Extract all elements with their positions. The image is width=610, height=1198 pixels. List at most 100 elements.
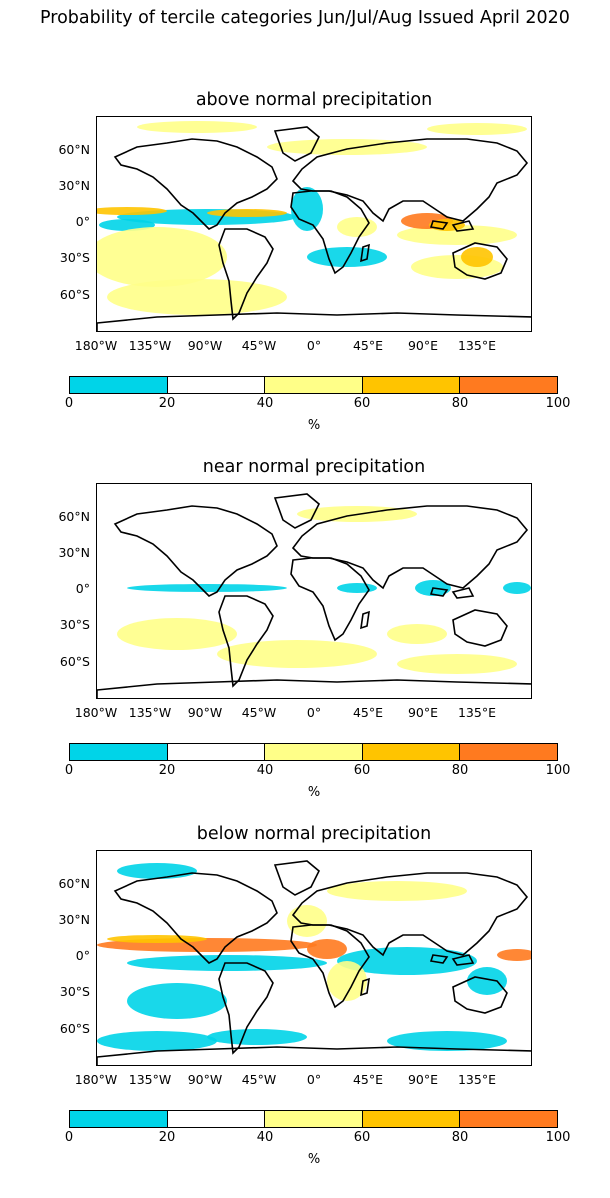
colorbar-tick-label: 20 xyxy=(158,763,176,778)
probability-field-patch xyxy=(127,584,287,592)
colorbar-segment xyxy=(459,1111,557,1127)
colorbar-segment xyxy=(361,1111,460,1127)
coastline xyxy=(360,610,370,630)
map-frame xyxy=(96,483,532,699)
probability-field-patch xyxy=(291,187,323,231)
colorbar-unit-label: % xyxy=(307,1152,321,1167)
probability-field-patch xyxy=(137,121,257,133)
probability-field-patch xyxy=(217,640,377,668)
map-panel: below normal precipitation 60°N 30°N 0° 30°S… xyxy=(0,824,610,1198)
coastline xyxy=(360,243,370,263)
longitude-tick-label: 45°E xyxy=(352,1072,384,1087)
longitude-tick-label: 135°W xyxy=(128,1072,172,1087)
longitude-tick-label: 180°W xyxy=(74,705,118,720)
colorbar-tick-label: 60 xyxy=(353,763,371,778)
probability-field-patch xyxy=(307,247,387,267)
probability-field-patch xyxy=(337,217,377,237)
colorbar-segment xyxy=(264,377,362,393)
longitude-tick-label: 45°W xyxy=(241,338,277,353)
longitude-tick-label: 135°E xyxy=(457,705,496,720)
panel-title: above normal precipitation xyxy=(195,90,433,110)
coastline xyxy=(290,557,370,642)
latitude-tick-label: 0° xyxy=(75,948,90,963)
longitude-tick-label: 135°W xyxy=(128,338,172,353)
probability-field-patch xyxy=(207,209,287,217)
coastline xyxy=(451,954,475,966)
probability-field-patch xyxy=(461,247,493,267)
latitude-tick-label: 60°N xyxy=(58,876,90,891)
probability-field-patch xyxy=(97,207,167,215)
probability-field-patch xyxy=(387,624,447,644)
latitude-tick-label: 60°S xyxy=(59,654,90,669)
longitude-tick-label: 0° xyxy=(306,705,322,720)
colorbar xyxy=(69,743,558,761)
probability-field-patch xyxy=(97,1031,217,1051)
coastline xyxy=(218,962,274,1055)
map-canvas xyxy=(97,493,531,698)
colorbar-tick-label: 100 xyxy=(545,763,571,778)
longitude-tick-label: 0° xyxy=(306,1072,322,1087)
coastline xyxy=(429,587,449,597)
colorbar-segment xyxy=(459,744,557,760)
colorbar-segment xyxy=(264,744,362,760)
colorbar-segment xyxy=(361,377,460,393)
longitude-tick-label: 90°E xyxy=(407,338,439,353)
coastline xyxy=(273,860,320,896)
map-canvas xyxy=(97,121,531,331)
probability-field-patch xyxy=(117,618,237,650)
probability-field-patch xyxy=(117,863,197,879)
probability-field-patch xyxy=(107,935,207,943)
map-frame xyxy=(96,850,532,1066)
latitude-tick-label: 30°N xyxy=(58,912,90,927)
coastline xyxy=(97,679,531,698)
colorbar-unit-label: % xyxy=(307,785,321,800)
colorbar-segment xyxy=(459,377,557,393)
coastline xyxy=(451,587,475,599)
colorbar-tick-label: 40 xyxy=(256,396,274,411)
coastline xyxy=(452,976,508,1014)
probability-field-patch xyxy=(467,967,507,995)
colorbar-tick-label: 0 xyxy=(64,1130,74,1145)
probability-field-patch xyxy=(427,123,527,135)
coastline xyxy=(218,228,274,321)
colorbar xyxy=(69,1110,558,1128)
map-canvas xyxy=(97,860,531,1065)
colorbar-tick-label: 80 xyxy=(451,396,469,411)
latitude-tick-label: 0° xyxy=(75,581,90,596)
map-panel: above normal precipitation 60°N 30°N 0° 30°S… xyxy=(0,90,610,464)
latitude-tick-label: 60°S xyxy=(59,1021,90,1036)
colorbar-unit-label: % xyxy=(307,418,321,433)
probability-field-patch xyxy=(397,654,517,674)
probability-field-patch xyxy=(503,582,531,594)
colorbar-segment xyxy=(70,744,167,760)
latitude-tick-label: 30°S xyxy=(59,984,90,999)
colorbar-tick-label: 40 xyxy=(256,763,274,778)
coastline xyxy=(273,493,320,529)
latitude-tick-label: 30°S xyxy=(59,250,90,265)
coastline xyxy=(360,977,370,997)
longitude-tick-label: 45°W xyxy=(241,1072,277,1087)
probability-field-patch xyxy=(127,983,227,1019)
latitude-tick-label: 60°N xyxy=(58,142,90,157)
colorbar-segment xyxy=(166,744,265,760)
coastline xyxy=(291,138,529,223)
probability-field-patch xyxy=(97,227,227,287)
coastline xyxy=(273,126,320,162)
latitude-tick-label: 30°N xyxy=(58,545,90,560)
panel-title: below normal precipitation xyxy=(196,824,432,844)
colorbar-tick-label: 0 xyxy=(64,396,74,411)
longitude-tick-label: 45°E xyxy=(352,338,384,353)
coastline xyxy=(97,1046,531,1065)
probability-field-patch xyxy=(337,583,377,593)
colorbar-segment xyxy=(361,744,460,760)
coastline xyxy=(291,872,529,957)
coastline xyxy=(113,872,278,964)
probability-field-patch xyxy=(327,881,467,901)
coastline xyxy=(452,609,508,647)
colorbar-tick-label: 20 xyxy=(158,1130,176,1145)
latitude-tick-label: 60°N xyxy=(58,509,90,524)
colorbar-tick-label: 0 xyxy=(64,763,74,778)
longitude-tick-label: 45°W xyxy=(241,705,277,720)
latitude-tick-label: 30°S xyxy=(59,617,90,632)
colorbar-segment xyxy=(70,377,167,393)
